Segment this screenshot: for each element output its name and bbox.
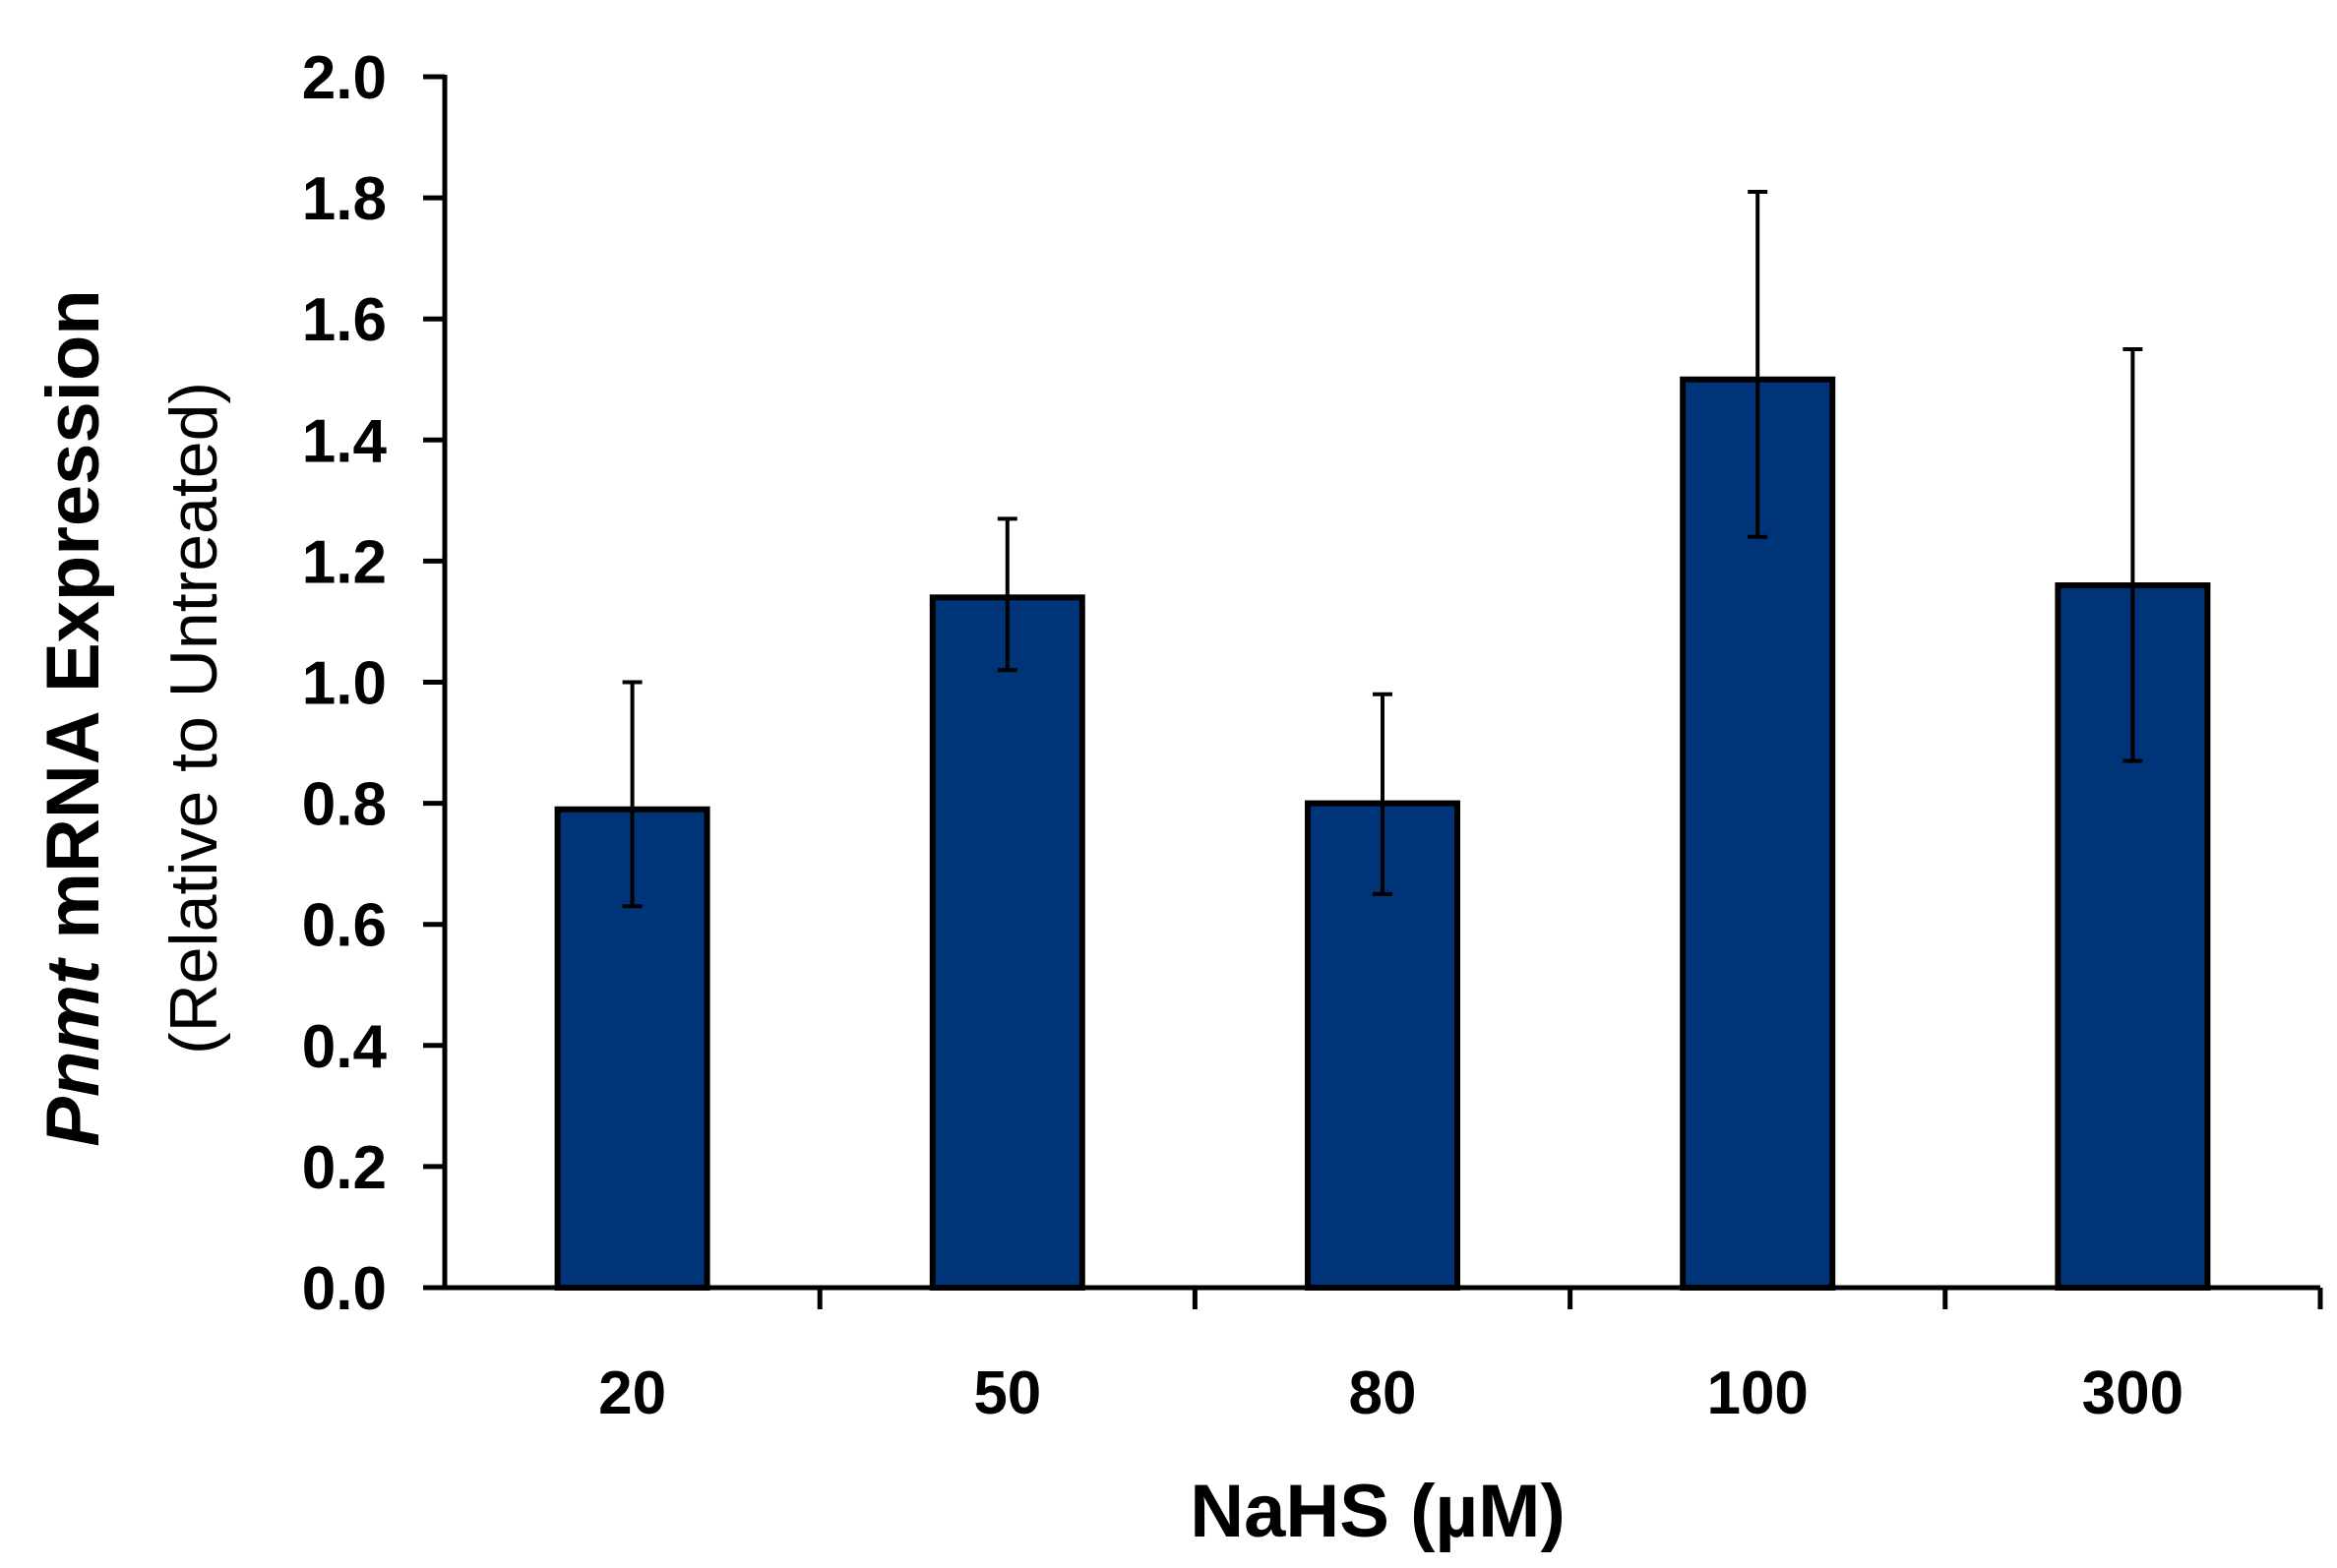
x-tick-label: 300 (2082, 1359, 2183, 1427)
y-tick-label: 0.0 (302, 1255, 387, 1323)
y-tick-label: 0.2 (302, 1134, 387, 1202)
y-tick-label: 1.6 (302, 286, 387, 354)
y-axis-ticks: 0.0 0.2 0.4 0.6 0.8 1.0 1.2 1.4 1.6 1.8 2.0 (302, 44, 445, 1323)
y-tick-label: 1.4 (302, 407, 388, 475)
y-axis-title-italic: Pnmt (31, 957, 115, 1147)
x-tick-label: 50 (973, 1359, 1041, 1427)
x-axis-title: NaHS (µM) (1190, 1470, 1566, 1553)
y-axis-title: Pnmt mRNA Expression (31, 289, 115, 1146)
y-tick-label: 0.8 (302, 771, 387, 839)
bar-50 (929, 594, 1085, 1291)
x-tick-label: 80 (1349, 1359, 1417, 1427)
y-axis-subtitle: (Relative to Untreated) (156, 382, 231, 1055)
y-tick-label: 0.4 (302, 1013, 388, 1081)
y-tick-label: 1.0 (302, 650, 387, 718)
x-tick-label: 100 (1706, 1359, 1808, 1427)
y-tick-label: 0.6 (302, 892, 387, 960)
x-axis-ticks: 20 50 80 100 300 (598, 1288, 2323, 1427)
error-bars (622, 189, 2143, 909)
x-tick-label: 20 (598, 1359, 666, 1427)
y-tick-label: 1.2 (302, 528, 387, 596)
y-axis-title-rest: mRNA Expression (31, 289, 115, 959)
y-tick-label: 1.8 (302, 165, 387, 233)
y-tick-label: 2.0 (302, 44, 387, 112)
